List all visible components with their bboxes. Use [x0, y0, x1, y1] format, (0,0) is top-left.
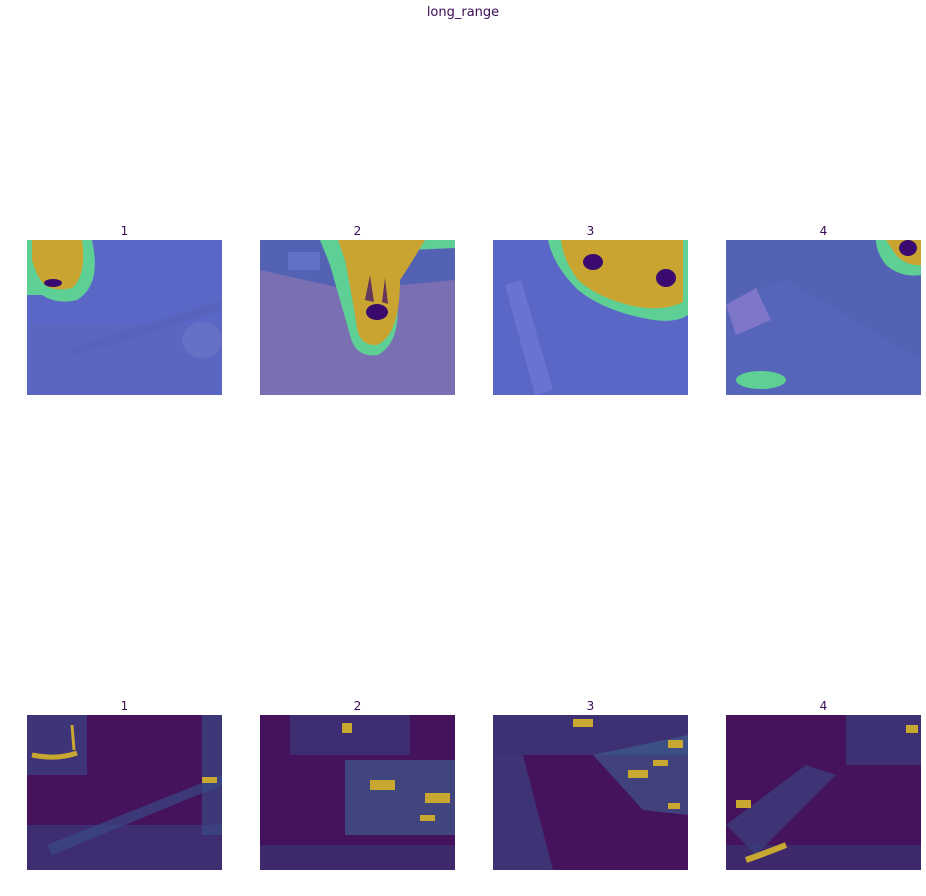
panel-title: 2 [260, 699, 455, 715]
attention-map-1 [27, 715, 222, 870]
overlay-image-1 [27, 240, 222, 395]
attention-map-4 [726, 715, 921, 870]
attention-panel-1: 1 [27, 699, 222, 870]
overlay-panel-3: 3 [493, 224, 688, 395]
panel-title: 1 [27, 699, 222, 715]
panel-title: 4 [726, 224, 921, 240]
overlay-image-4 [726, 240, 921, 395]
overlay-panel-2: 2 [260, 224, 455, 395]
attention-panel-4: 4 [726, 699, 921, 870]
attention-panel-2: 2 [260, 699, 455, 870]
overlay-image-2 [260, 240, 455, 395]
attention-panel-3: 3 [493, 699, 688, 870]
panel-title: 3 [493, 224, 688, 240]
figure-suptitle: long_range [0, 5, 926, 20]
overlay-panel-1: 1 [27, 224, 222, 395]
overlay-image-3 [493, 240, 688, 395]
attention-map-3 [493, 715, 688, 870]
panel-title: 4 [726, 699, 921, 715]
panel-title: 3 [493, 699, 688, 715]
overlay-panel-4: 4 [726, 224, 921, 395]
panel-title: 2 [260, 224, 455, 240]
panel-title: 1 [27, 224, 222, 240]
attention-map-2 [260, 715, 455, 870]
